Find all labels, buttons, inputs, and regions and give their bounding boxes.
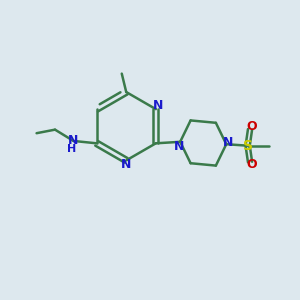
Text: N: N [153,99,164,112]
Text: N: N [223,136,233,149]
Text: O: O [246,158,257,171]
Text: H: H [67,144,76,154]
Text: S: S [243,139,253,153]
Text: N: N [173,140,184,153]
Text: N: N [120,158,131,171]
Text: O: O [246,121,257,134]
Text: N: N [68,134,79,147]
